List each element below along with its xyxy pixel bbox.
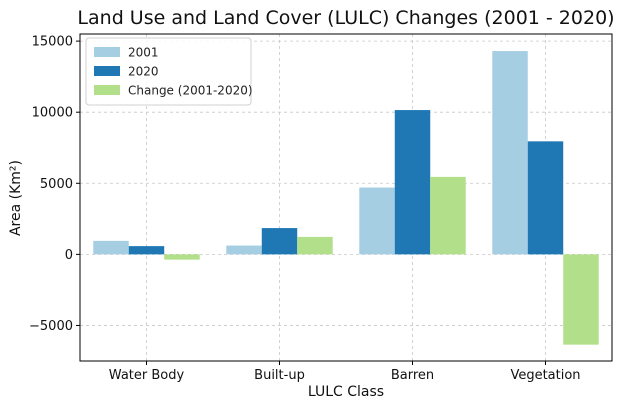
x-tick-label-barren: Barren — [391, 368, 434, 383]
legend-label-2001: 2001 — [128, 46, 159, 60]
bar-2001-water-body — [93, 240, 129, 255]
legend-label-change-2001-2020: Change (2001-2020) — [128, 84, 253, 98]
axes: −5000 0 5000 10000 15000 Water Body Built-up Ba… — [29, 33, 613, 383]
bar-2020-barren — [394, 110, 431, 255]
legend-swatch-2001 — [94, 47, 120, 57]
legend-label-2020: 2020 — [128, 65, 159, 79]
y-tick-label: 10000 — [32, 106, 73, 121]
bar-2020-water-body — [128, 246, 165, 255]
bars — [93, 51, 599, 345]
bar-2001-built-up — [226, 245, 262, 255]
bar-2001-vegetation — [492, 51, 528, 255]
bar-change-2001-2020-water-body — [164, 254, 200, 260]
x-tick-label-built-up: Built-up — [254, 368, 305, 383]
x-tick-label-vegetation: Vegetation — [510, 368, 580, 383]
bar-2001-barren — [359, 187, 395, 255]
legend-box — [85, 37, 252, 106]
bar-2020-vegetation — [527, 141, 564, 255]
y-axis-label: Area (Km²) — [8, 160, 24, 236]
legend: 2001 2020 Change (2001-2020) — [85, 37, 253, 106]
bar-change-2001-2020-built-up — [297, 236, 333, 255]
plot-frame — [79, 33, 613, 362]
legend-swatch-2020 — [94, 66, 120, 76]
bar-change-2001-2020-barren — [430, 176, 466, 255]
bar-2020-built-up — [261, 228, 298, 255]
x-axis-label: LULC Class — [308, 384, 384, 400]
chart-title: Land Use and Land Cover (LULC) Changes (… — [77, 7, 614, 29]
y-tick-label: 0 — [65, 248, 73, 263]
x-tick-label-water-body: Water Body — [109, 368, 185, 383]
y-tick-label: 5000 — [40, 177, 73, 192]
y-tick-label: −5000 — [29, 319, 73, 334]
legend-swatch-change-2001-2020 — [94, 85, 120, 95]
bar-change-2001-2020-vegetation — [563, 254, 599, 345]
y-tick-label: 15000 — [32, 35, 73, 50]
